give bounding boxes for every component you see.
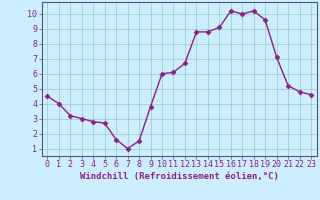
X-axis label: Windchill (Refroidissement éolien,°C): Windchill (Refroidissement éolien,°C) (80, 172, 279, 181)
